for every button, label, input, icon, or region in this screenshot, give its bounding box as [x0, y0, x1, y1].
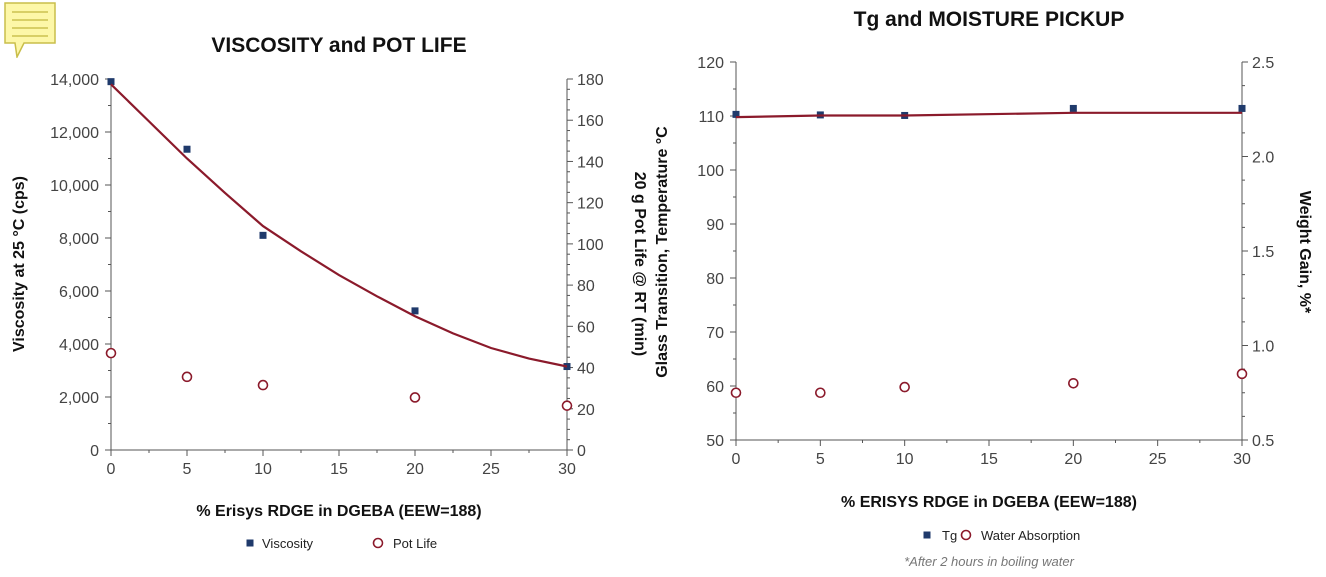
chart1-y-tick-label: 14,000 [50, 72, 99, 89]
chart1-x-tick-label: 20 [406, 461, 424, 478]
chart1-y-tick-label: 4,000 [59, 337, 99, 354]
chart1-y2-tick-label: 0 [577, 443, 586, 460]
chart2-y-tick-label: 60 [706, 379, 724, 396]
chart2-y-tick-label: 110 [698, 109, 724, 126]
chart1-point-pot-life [105, 347, 117, 359]
chart2-y2-tick-label: 1.5 [1252, 244, 1274, 261]
chart1-x-tick-label: 15 [330, 461, 348, 478]
chart2-x-tick-label: 5 [816, 451, 825, 468]
chart2-y-tick-label: 50 [706, 433, 724, 450]
chart1-legend-label: Viscosity [262, 536, 314, 551]
chart2-x-tick-label: 30 [1233, 451, 1251, 468]
chart2-y2-tick-label: 0.5 [1252, 433, 1274, 450]
chart2-y-tick-label: 120 [697, 55, 724, 72]
chart2-y2-axis-label: Weight Gain, %* [1296, 191, 1313, 314]
chart2-point-tg [1069, 104, 1077, 112]
chart2-point-water-absorption [1236, 368, 1248, 380]
chart2-legend-label: Water Absorption [981, 528, 1080, 543]
chart1-x-axis-label: % Erisys RDGE in DGEBA (EEW=188) [196, 503, 481, 520]
chart1-point-viscosity [563, 363, 571, 371]
chart2-y-tick-label: 100 [697, 163, 724, 180]
chart2-y2-tick-label: 1.0 [1252, 339, 1274, 356]
chart2-legend-circle-marker [960, 529, 972, 541]
chart1-y2-tick-label: 120 [577, 196, 604, 213]
chart1-title: VISCOSITY and POT LIFE [211, 34, 466, 57]
chart1-y2-tick-label: 20 [577, 402, 595, 419]
chart1-point-pot-life [181, 371, 193, 383]
chart2-title: Tg and MOISTURE PICKUP [854, 8, 1125, 31]
chart2-point-water-absorption [899, 381, 910, 393]
chart2-point-tg [1238, 104, 1246, 112]
chart1-y2-tick-label: 160 [577, 113, 604, 130]
chart2-x-tick-label: 20 [1064, 451, 1082, 468]
chart1-trend-line [110, 83, 568, 368]
chart1-y-axis-label: Viscosity at 25 °C (cps) [11, 176, 28, 352]
chart1-y2-tick-label: 80 [577, 278, 595, 295]
chart1-y2-tick-label: 140 [577, 154, 604, 171]
chart1-legend-circle-marker [372, 537, 384, 549]
chart2-x-tick-label: 15 [980, 451, 998, 468]
chart1-point-viscosity [411, 307, 419, 315]
chart1-point-pot-life [257, 379, 269, 391]
chart1-legend-label: Pot Life [393, 536, 437, 551]
chart2-x-tick-label: 0 [732, 451, 741, 468]
chart2-legend-label: Tg [942, 528, 957, 543]
chart1-y-tick-label: 12,000 [50, 125, 99, 142]
chart2-y2-tick-label: 2.5 [1252, 55, 1274, 72]
chart1-y-tick-label: 2,000 [59, 390, 99, 407]
chart2-point-water-absorption [815, 387, 826, 399]
chart1-y2-tick-label: 100 [577, 237, 604, 254]
chart1-y2-tick-label: 40 [577, 361, 595, 378]
chart2-x-axis-label: % ERISYS RDGE in DGEBA (EEW=188) [841, 494, 1137, 511]
chart1-y2-axis-label: 20 g Pot Life @ RT (min) [631, 172, 648, 357]
chart1-x-tick-label: 25 [482, 461, 500, 478]
chart1-y-tick-label: 8,000 [59, 231, 99, 248]
chart2-y-tick-label: 90 [706, 217, 724, 234]
chart1-x-tick-label: 30 [558, 461, 576, 478]
chart2-point-tg [732, 110, 740, 118]
chart1-point-viscosity [107, 78, 115, 86]
chart1-x-tick-label: 10 [254, 461, 272, 478]
chart1-point-viscosity [183, 145, 191, 153]
chart1-point-pot-life [409, 392, 421, 403]
chart1-x-tick-label: 5 [183, 461, 192, 478]
note-icon[interactable] [4, 2, 56, 60]
chart1-point-viscosity [259, 231, 267, 239]
chart2-trend-line [735, 111, 1242, 119]
chart1-y-tick-label: 6,000 [59, 284, 99, 301]
chart2-legend-square-marker [923, 531, 931, 539]
chart2-point-water-absorption [1068, 377, 1079, 389]
chart2-point-water-absorption [730, 387, 742, 399]
chart2-footnote: *After 2 hours in boiling water [904, 554, 1074, 569]
chart2-y-tick-label: 80 [706, 271, 724, 288]
chart2-x-tick-label: 10 [896, 451, 914, 468]
chart1-y-tick-label: 0 [90, 443, 99, 460]
chart2-x-tick-label: 25 [1149, 451, 1167, 468]
chart1-legend-square-marker [246, 539, 254, 547]
chart1-point-pot-life [561, 400, 573, 411]
chart1-x-tick-label: 0 [107, 461, 116, 478]
chart2-y2-tick-label: 2.0 [1252, 150, 1274, 167]
chart1-y-tick-label: 10,000 [50, 178, 99, 195]
chart2-y-tick-label: 70 [706, 325, 724, 342]
chart2-y-axis-label: Glass Transition, Temperature °C [654, 126, 671, 378]
chart1-y2-tick-label: 180 [577, 72, 604, 89]
chart1-y2-tick-label: 60 [577, 319, 595, 336]
